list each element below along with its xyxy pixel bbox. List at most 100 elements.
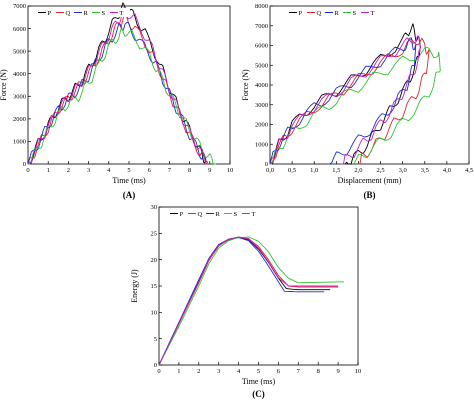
chart-a-x-tick-label: 0 [26, 167, 29, 174]
chart-a-legend: P Q R S T [36, 8, 130, 17]
chart-c-x-tick-label: 8 [317, 368, 320, 375]
chart-a-x-tick-label: 9 [208, 167, 211, 174]
chart-a-series-t-line [27, 7, 209, 165]
chart-a-y-tick-label: 1000 [13, 139, 26, 146]
chart-a-y-tick-label: 3000 [13, 93, 26, 100]
chart-b-y-tick-label: 5000 [255, 62, 268, 69]
chart-c-series-t-line [158, 236, 339, 366]
chart-b-series-s-line [270, 46, 441, 165]
chart-b-y-tick-label: 2000 [255, 122, 268, 129]
chart-b-y-tick-label: 1000 [255, 141, 268, 148]
chart-b-series-q-line [269, 37, 430, 165]
chart-c-x-tick-label: 2 [197, 368, 200, 375]
chart-a-x-tick-label: 7 [168, 167, 172, 174]
chart-c-series-r-line [158, 237, 325, 366]
chart-c-x-tick-label: 7 [297, 368, 301, 375]
chart-c-series-p-line [158, 237, 331, 366]
chart-a-series-r-line [27, 21, 207, 165]
chart-c-x-tick-label: 1 [177, 368, 180, 375]
chart-a-y-tick-label: 4000 [13, 71, 26, 78]
chart-b-x-tick-label: 2,0 [354, 167, 362, 174]
chart-a-y-tick-label: 6000 [13, 26, 26, 33]
chart-b-y-tick-label: 7000 [255, 23, 268, 30]
chart-b-y-tick-label: 6000 [255, 43, 268, 50]
chart-a-y-tick-label: 2000 [13, 116, 26, 123]
chart-a-y-tick-label: 0 [23, 161, 26, 168]
chart-c-legend-label-q: Q [198, 211, 203, 218]
chart-c-x-tick-label: 9 [336, 368, 339, 375]
chart-b-y-axis-label: Force (N) [241, 69, 250, 101]
chart-b-legend-label-q: Q [317, 10, 322, 17]
chart-c-y-tick-label: 20 [151, 257, 158, 264]
chart-c-legend-label-r: R [216, 211, 221, 218]
chart-a-x-tick-label: 4 [107, 167, 111, 174]
chart-c-legend-label-p: P [180, 211, 184, 218]
chart-c-x-tick-label: 10 [355, 368, 362, 375]
chart-a-series-q-line [27, 11, 208, 165]
chart-c-y-axis-label: Energy (J) [130, 269, 139, 303]
chart-b-legend: P Q R S T [287, 8, 381, 17]
chart-b-y-tick-label: 8000 [255, 3, 268, 10]
chart-a: 0 1 2 3 4 5 6 7 8 9 10 0 1000 2000 3000 4000 5000 6000 700… [0, 2, 234, 200]
chart-a-legend-label-t: T [120, 10, 124, 17]
chart-c-legend: P Q R S T [168, 209, 262, 218]
chart-b-x-tick-label: 4,0 [443, 167, 451, 174]
chart-a-legend-label-r: R [84, 10, 89, 17]
chart-b-panel-label: (B) [364, 190, 376, 200]
chart-c-y-tick-label: 25 [151, 231, 158, 238]
chart-c-x-tick-label: 0 [157, 368, 160, 375]
chart-a-x-axis-label: Time (ms) [112, 176, 146, 185]
chart-c-y-tick-label: 5 [154, 336, 157, 343]
chart-a-series-p-line [27, 2, 207, 165]
chart-b-x-tick-label: 3,0 [399, 167, 407, 174]
chart-b-x-tick-label: 4,5 [465, 167, 473, 174]
chart-a-series-s-line [28, 28, 216, 165]
chart-b-x-axis-label: Displacement (mm) [338, 176, 402, 185]
chart-b-legend-label-s: S [353, 10, 357, 17]
chart-a-x-tick-label: 1 [47, 167, 50, 174]
chart-b-x-tick-label: 2,5 [376, 167, 384, 174]
chart-c-legend-label-s: S [234, 211, 238, 218]
chart-c-y-tick-label: 10 [151, 310, 158, 317]
chart-a-x-tick-label: 6 [148, 167, 152, 174]
chart-b: 0,0 0,5 1,0 1,5 2,0 2,5 3,0 3,5 4,0 4,5 0 1000 2000 3… [241, 3, 473, 200]
chart-a-legend-background [36, 8, 130, 17]
chart-c-x-tick-label: 6 [277, 368, 281, 375]
chart-c-legend-background [168, 209, 262, 218]
chart-b-legend-label-p: P [299, 10, 303, 17]
chart-a-legend-label-s: S [102, 10, 106, 17]
chart-a-x-tick-label: 5 [127, 167, 130, 174]
chart-a-x-tick-label: 3 [87, 167, 90, 174]
chart-c-x-tick-label: 3 [217, 368, 220, 375]
chart-b-x-tick-label: 0,5 [288, 167, 296, 174]
chart-c-panel-label: (C) [252, 389, 265, 399]
chart-c-series-s-line [158, 236, 345, 366]
chart-b-series-t-line [269, 35, 421, 165]
chart-b-y-tick-label: 4000 [255, 82, 268, 89]
chart-c: 0 1 2 3 4 5 6 7 8 9 10 0 5 10 15 20 25 30 Time (ms) Energy … [130, 204, 361, 399]
chart-c-y-tick-label: 30 [151, 204, 158, 211]
chart-a-plot-frame [27, 5, 231, 165]
chart-a-x-tick-label: 10 [227, 167, 234, 174]
chart-b-x-tick-label: 0,0 [266, 167, 274, 174]
chart-a-panel-label: (A) [123, 190, 136, 200]
chart-c-x-tick-label: 5 [257, 368, 260, 375]
chart-c-series-q-line [158, 236, 339, 366]
chart-b-y-tick-label: 3000 [255, 102, 268, 109]
chart-b-y-tick-label: 0 [265, 161, 268, 168]
chart-b-legend-label-r: R [335, 10, 340, 17]
chart-c-x-axis-label: Time (ms) [242, 377, 276, 386]
chart-a-x-tick-label: 2 [67, 167, 70, 174]
chart-a-x-tick-label: 8 [188, 167, 191, 174]
chart-b-legend-background [287, 8, 381, 17]
chart-a-y-tick-label: 7000 [13, 3, 26, 10]
chart-b-x-tick-label: 1,0 [310, 167, 318, 174]
chart-a-y-tick-label: 5000 [13, 48, 26, 55]
chart-c-y-tick-label: 15 [151, 283, 158, 290]
chart-a-legend-label-q: Q [66, 10, 71, 17]
chart-b-series-r-line [269, 37, 417, 165]
chart-a-legend-label-p: P [48, 10, 52, 17]
chart-b-x-tick-label: 1,5 [332, 167, 340, 174]
chart-a-y-axis-label: Force (N) [0, 69, 8, 101]
